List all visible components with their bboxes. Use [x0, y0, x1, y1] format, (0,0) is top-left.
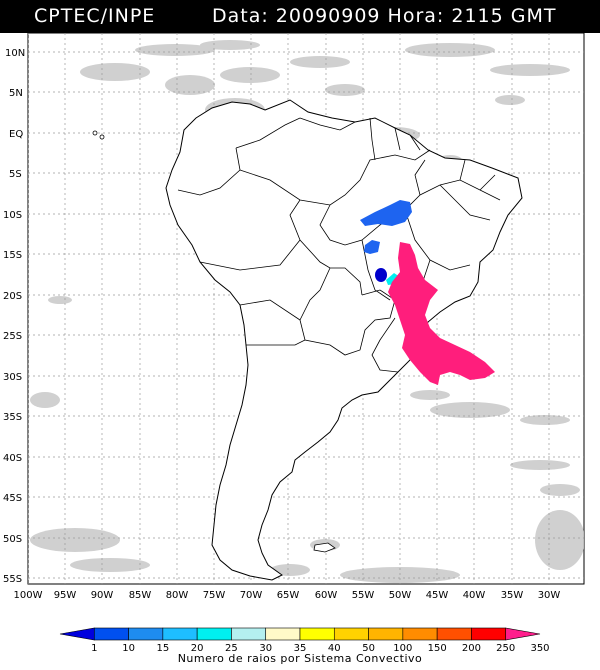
legend-swatch [402, 627, 438, 641]
legend-swatch [196, 627, 232, 641]
lon-label: 35W [501, 590, 524, 601]
south-america-coastline [165, 99, 523, 581]
lon-label: 65W [277, 590, 300, 601]
legend-tick-label: 150 [428, 643, 447, 654]
legend-tick-label: 1 [91, 643, 97, 654]
lon-label: 30W [538, 590, 561, 601]
lon-label: 70W [240, 590, 263, 601]
lon-label: 45W [426, 590, 449, 601]
legend-swatch [59, 627, 95, 641]
lat-label: 45S [3, 493, 22, 504]
legend-tick-label: 30 [259, 643, 272, 654]
legend-swatch [162, 627, 198, 641]
falkland-islands [313, 542, 336, 553]
legend-swatch [333, 627, 369, 641]
source-label: CPTEC/INPE [34, 5, 156, 27]
legend-tick-label: 20 [191, 643, 204, 654]
legend-swatch [505, 627, 541, 641]
longitude-labels: 100W 95W 90W 85W 80W 75W 70W 65W 60W 55W… [14, 590, 561, 601]
legend-tick-label: 35 [294, 643, 307, 654]
lat-label: 30S [3, 372, 22, 383]
blue-cluster-mid [364, 240, 380, 254]
legend-tick-label: 10 [122, 643, 135, 654]
lat-label: 20S [3, 291, 22, 302]
lat-label: 5N [9, 88, 23, 99]
magenta-cluster-main [388, 242, 495, 385]
magenta-cluster-small [403, 249, 411, 257]
galapagos-islands [92, 130, 105, 140]
legend-tick-label: 250 [496, 643, 515, 654]
lat-label: 10S [3, 210, 22, 221]
lon-label: 85W [129, 590, 152, 601]
legend-swatch [299, 627, 335, 641]
dark-blue-cluster [375, 268, 387, 282]
datetime-label: Data: 20090909 Hora: 2115 GMT [212, 5, 557, 27]
lon-label: 40W [463, 590, 486, 601]
lat-label: 50S [3, 534, 22, 545]
legend-swatch [368, 627, 404, 641]
lon-label: 55W [352, 590, 375, 601]
legend-tick-labels: 1 10 15 20 25 30 35 40 50 100 150 200 250 350 [91, 643, 549, 654]
lat-label: 5S [9, 169, 22, 180]
legend-swatch [93, 627, 129, 641]
lat-label: 35S [3, 412, 22, 423]
lon-label: 90W [91, 590, 114, 601]
header-bar: CPTEC/INPE Data: 20090909 Hora: 2115 GMT [0, 0, 600, 33]
lat-label: 15S [3, 250, 22, 261]
legend-tick-label: 25 [225, 643, 238, 654]
legend-tick-label: 350 [530, 643, 549, 654]
legend-swatch [471, 627, 507, 641]
lat-label: 40S [3, 453, 22, 464]
lat-label: 25S [3, 331, 22, 342]
lat-label: 55S [3, 574, 22, 585]
legend-swatch [231, 627, 267, 641]
legend-swatch [265, 627, 301, 641]
legend-swatch [436, 627, 472, 641]
legend-title: Numero de raios por Sistema Convectivo [177, 652, 423, 665]
convective-systems [360, 200, 495, 385]
legend-tick-label: 40 [328, 643, 341, 654]
lat-label: EQ [9, 129, 23, 140]
legend-tick-label: 100 [393, 643, 412, 654]
legend-tick-label: 15 [156, 643, 169, 654]
legend-swatch [128, 627, 164, 641]
lon-label: 50W [389, 590, 412, 601]
lat-label: 10N [5, 48, 25, 59]
latitude-labels: 10N 5N EQ 5S 10S 15S 20S 25S 30S 35S 40S… [3, 48, 25, 585]
lon-label: 95W [54, 590, 77, 601]
lon-label: 100W [14, 590, 43, 601]
legend-tick-label: 50 [362, 643, 375, 654]
blue-cluster-north [360, 200, 412, 226]
lon-label: 75W [203, 590, 226, 601]
lon-label: 60W [315, 590, 338, 601]
legend-tick-label: 200 [462, 643, 481, 654]
legend-colorbar [59, 627, 541, 641]
lon-label: 80W [166, 590, 189, 601]
